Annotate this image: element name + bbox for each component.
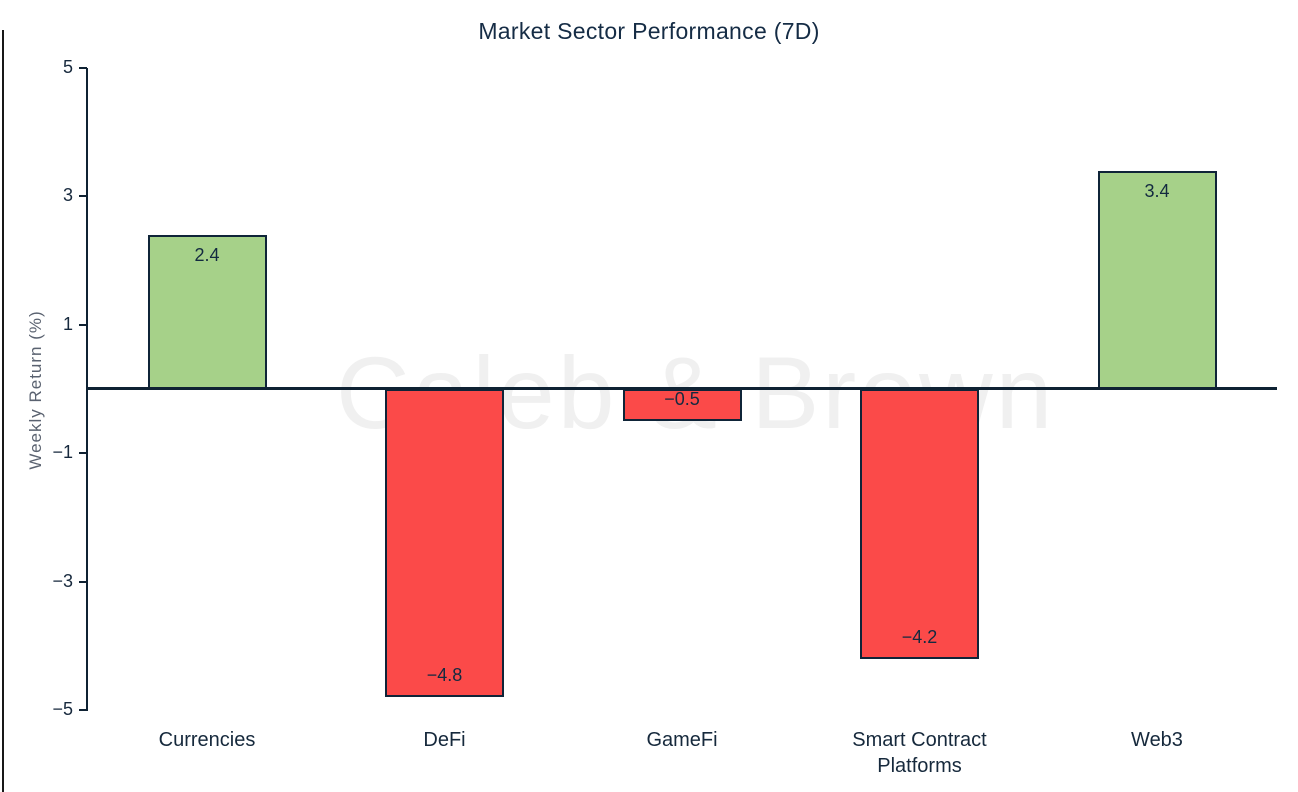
bar-smart-contract-platforms[interactable] bbox=[860, 389, 979, 659]
chart-title: Market Sector Performance (7D) bbox=[478, 18, 820, 44]
x-category-label: DeFi bbox=[423, 729, 466, 751]
y-tick-label: −5 bbox=[52, 699, 73, 719]
x-category-label: Currencies bbox=[158, 729, 256, 751]
bar-value-label: −0.5 bbox=[664, 389, 700, 410]
bar-value-label: −4.2 bbox=[901, 626, 938, 647]
bar-value-label: 2.4 bbox=[194, 244, 220, 265]
y-tick-mark bbox=[79, 67, 87, 69]
bar-value-label: 3.4 bbox=[1144, 180, 1170, 201]
bar-web3[interactable] bbox=[1097, 170, 1217, 389]
y-tick-label: 3 bbox=[62, 185, 73, 206]
x-category-label: GameFi bbox=[646, 729, 718, 751]
y-tick-mark bbox=[79, 452, 87, 455]
y-tick-label: −1 bbox=[52, 442, 73, 463]
y-tick-label: −3 bbox=[52, 570, 73, 591]
y-tick-label: 5 bbox=[62, 57, 73, 77]
y-tick-mark bbox=[79, 195, 87, 198]
y-tick-mark bbox=[79, 709, 87, 711]
bar-currencies[interactable] bbox=[147, 234, 267, 389]
zero-baseline bbox=[87, 387, 1277, 390]
y-tick-label: 1 bbox=[62, 313, 73, 334]
y-tick-mark bbox=[79, 323, 87, 326]
bar-gamefi[interactable] bbox=[622, 389, 742, 422]
bar-value-label: −4.8 bbox=[426, 665, 463, 686]
x-category-label: Web3 bbox=[1131, 729, 1183, 751]
left-border-line bbox=[2, 30, 4, 792]
y-tick-mark bbox=[79, 580, 87, 583]
x-category-label: Smart Contract Platforms bbox=[852, 729, 987, 777]
bar-defi[interactable] bbox=[385, 389, 504, 698]
